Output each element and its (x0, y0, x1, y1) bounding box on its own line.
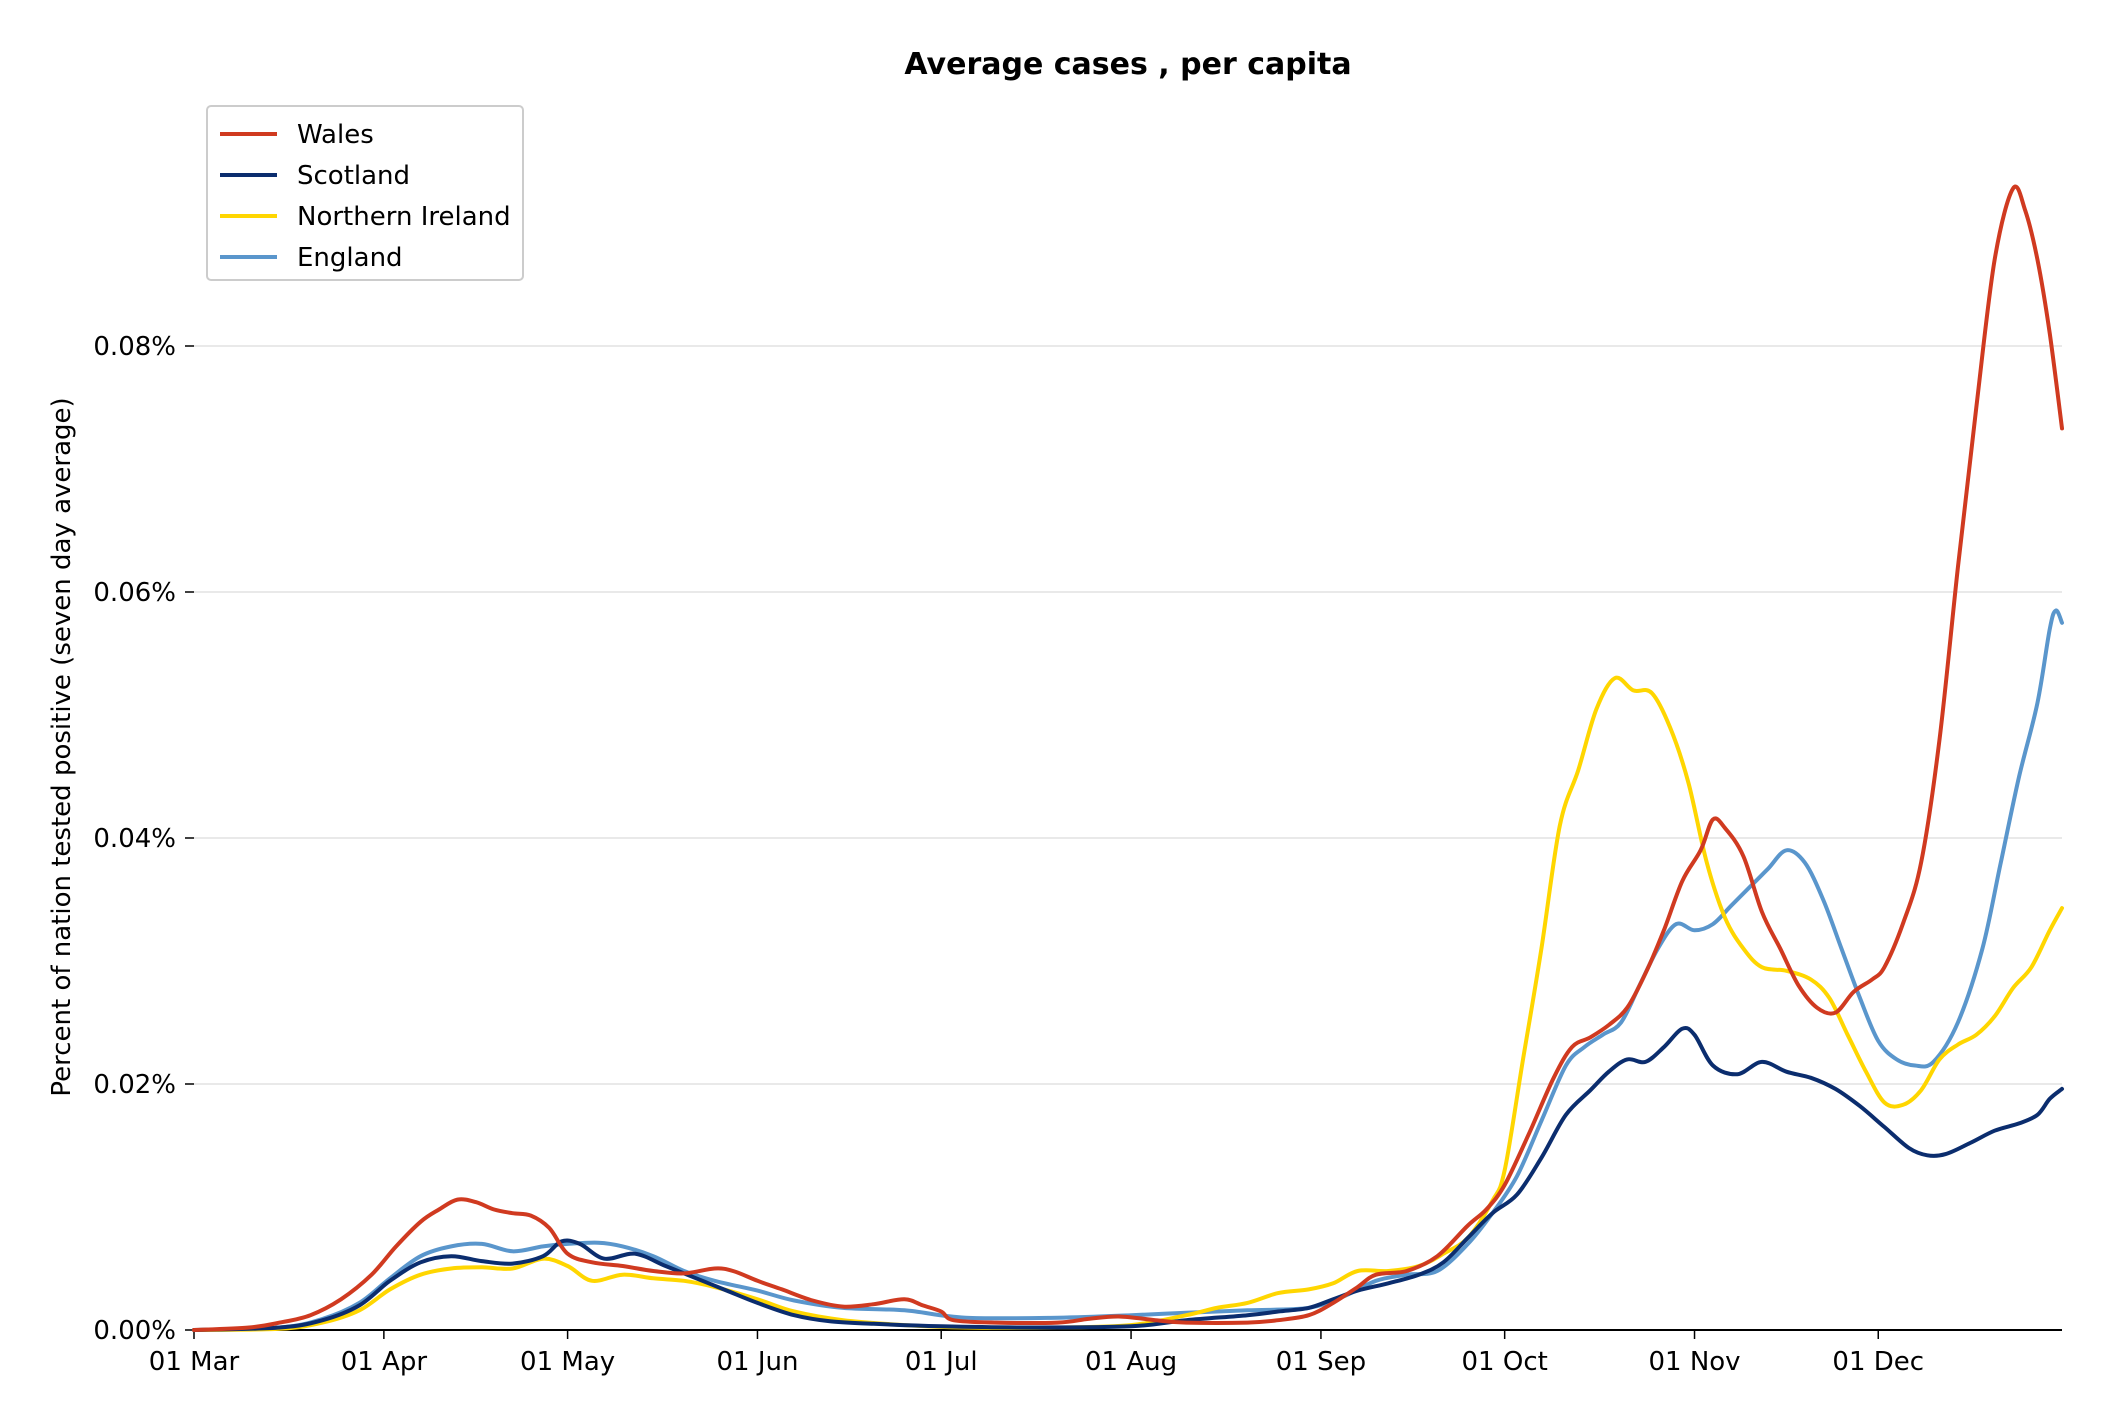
x-tick-label: 01 May (520, 1347, 615, 1377)
legend-label-northern-ireland: Northern Ireland (297, 202, 511, 232)
x-tick-label: 01 Oct (1462, 1347, 1548, 1377)
gridlines (194, 345, 2062, 1085)
legend-label-scotland: Scotland (297, 161, 410, 191)
x-tick-label: 01 Aug (1085, 1347, 1177, 1377)
x-tick-label: 01 Jun (716, 1347, 798, 1377)
x-tick-label: 01 Apr (341, 1347, 428, 1377)
y-tick-label: 0.00% (93, 1316, 176, 1346)
chart-title: Average cases , per capita (904, 47, 1351, 82)
legend-box (206, 105, 524, 281)
series-line-scotland (192, 1025, 2064, 1332)
series-line-wales (192, 184, 2064, 1332)
y-tick-label: 0.06% (93, 578, 176, 608)
x-tick-label: 01 Sep (1276, 1347, 1366, 1377)
axes: 0.00% 0.02% 0.04% 0.06% 0.08% 01 Mar 01 Apr 01 … (93, 332, 2062, 1377)
legend: Wales Scotland Northern Ireland England (206, 105, 524, 281)
legend-label-wales: Wales (297, 120, 374, 150)
x-tick-label: 01 Dec (1832, 1347, 1924, 1377)
series-line-northern-ireland (192, 675, 2064, 1332)
legend-label-england: England (297, 243, 403, 273)
y-tick-label: 0.04% (93, 824, 176, 854)
series-lines (192, 184, 2064, 1332)
y-tick-label: 0.08% (93, 332, 176, 362)
x-tick-label: 01 Mar (149, 1347, 240, 1377)
x-tick-label: 01 Jul (905, 1347, 978, 1377)
x-tick-label: 01 Nov (1648, 1347, 1740, 1377)
y-tick-label: 0.02% (93, 1070, 176, 1100)
y-axis-label: Percent of nation tested positive (seven… (47, 397, 77, 1096)
